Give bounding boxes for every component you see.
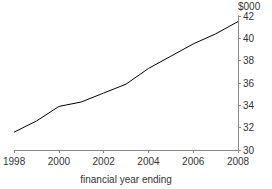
svg-text:32: 32 [243,122,255,133]
svg-text:34: 34 [243,100,255,111]
svg-text:40: 40 [243,33,255,44]
svg-text:1998: 1998 [3,156,26,167]
svg-text:2006: 2006 [182,156,205,167]
svg-text:$000: $000 [238,0,261,12]
svg-text:2000: 2000 [48,156,71,167]
svg-text:2004: 2004 [137,156,160,167]
svg-text:30: 30 [243,145,255,156]
svg-text:2002: 2002 [93,156,116,167]
svg-text:38: 38 [243,55,255,66]
svg-text:42: 42 [243,11,255,22]
svg-text:2008: 2008 [227,156,250,167]
svg-text:36: 36 [243,78,255,89]
svg-text:financial year ending: financial year ending [80,174,172,185]
